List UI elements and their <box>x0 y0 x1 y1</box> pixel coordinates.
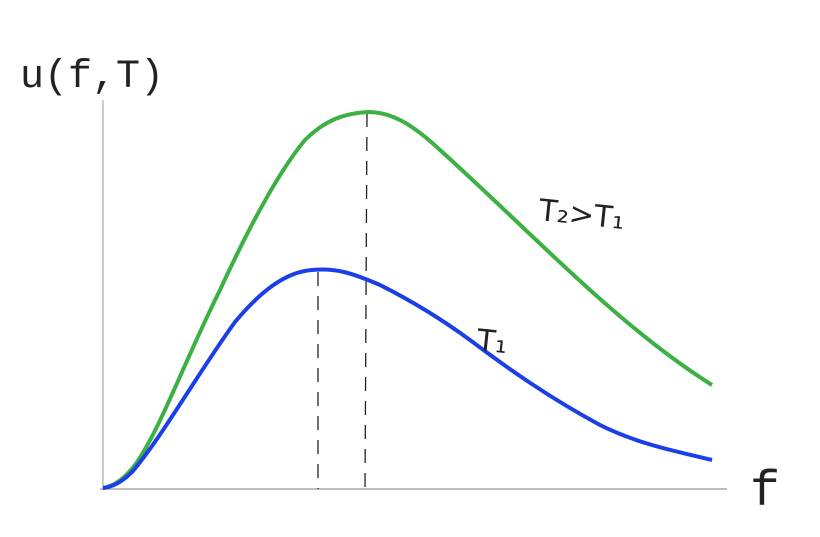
curve-label-t1: T₁ <box>474 323 509 361</box>
x-axis-label: f <box>750 464 780 521</box>
y-axis-label: u(f,T) <box>20 55 164 100</box>
peak-line-t2 <box>364 112 368 490</box>
curve-t1 <box>102 267 713 490</box>
curve-t2 <box>102 110 714 490</box>
curve-label-t2: T₂>T₁ <box>536 193 626 237</box>
